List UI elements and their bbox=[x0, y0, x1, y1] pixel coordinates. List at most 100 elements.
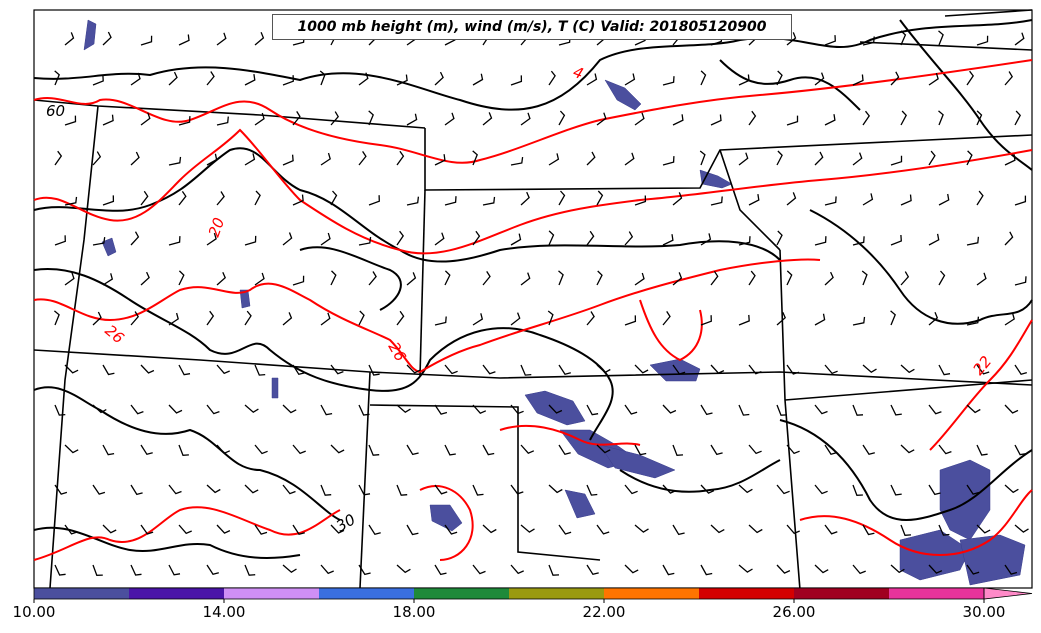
wind-barb bbox=[710, 196, 723, 206]
wind-barb bbox=[216, 271, 226, 286]
wind-barb bbox=[206, 232, 217, 246]
wind-barb bbox=[254, 112, 265, 126]
wind-barb bbox=[330, 190, 338, 206]
wind-barb bbox=[102, 524, 117, 534]
wind-barbs bbox=[53, 30, 1029, 576]
wind-barb bbox=[368, 195, 380, 206]
wind-barb bbox=[976, 524, 991, 534]
wind-barb bbox=[244, 153, 256, 166]
wind-barb bbox=[824, 364, 838, 375]
colorbar-segment bbox=[224, 588, 319, 599]
wind-barb bbox=[748, 194, 760, 206]
wind-barb bbox=[320, 564, 334, 575]
wind-barb bbox=[520, 112, 531, 126]
wind-barb bbox=[824, 196, 837, 206]
wind-barb bbox=[558, 190, 566, 206]
wind-barb bbox=[966, 70, 975, 86]
wind-barb bbox=[966, 236, 980, 246]
colorbar-tick-22: 22.00 bbox=[582, 603, 626, 621]
wind-barb bbox=[510, 157, 524, 166]
wind-barb bbox=[320, 404, 333, 416]
wind-barb bbox=[824, 114, 836, 126]
wind-barb bbox=[320, 484, 332, 496]
wind-barb bbox=[510, 312, 521, 326]
wind-barb bbox=[596, 524, 610, 535]
wind-barb bbox=[292, 364, 305, 376]
wind-barb bbox=[976, 364, 990, 375]
wind-barb bbox=[292, 111, 301, 126]
wind-barb bbox=[662, 234, 674, 246]
wind-barb bbox=[244, 564, 256, 576]
wind-barb bbox=[168, 156, 182, 166]
wind-barb bbox=[672, 524, 685, 536]
wind-barb bbox=[862, 110, 871, 126]
wind-barb bbox=[92, 564, 103, 576]
wind-barb bbox=[472, 484, 484, 496]
wind-barb bbox=[672, 114, 684, 126]
wind-barb bbox=[634, 272, 645, 286]
wind-barb bbox=[319, 70, 326, 86]
wind-barb bbox=[244, 484, 259, 494]
wind-barb bbox=[624, 404, 638, 415]
wind-barb bbox=[1004, 484, 1019, 494]
wind-barb bbox=[320, 152, 331, 166]
wind-barb bbox=[520, 364, 532, 376]
wind-barb bbox=[244, 74, 256, 86]
wind-barb bbox=[1014, 524, 1029, 533]
wind-barb bbox=[396, 564, 411, 574]
wind-barb bbox=[254, 444, 268, 455]
wind-barb bbox=[966, 484, 980, 495]
wind-barb bbox=[700, 233, 712, 246]
wind-barb bbox=[1014, 195, 1027, 206]
wind-barb bbox=[824, 35, 836, 46]
wind-barb bbox=[900, 110, 907, 126]
wind-barb bbox=[814, 151, 824, 166]
wind-barb bbox=[216, 364, 230, 375]
wind-barb bbox=[976, 190, 984, 206]
wind-barb bbox=[510, 404, 524, 415]
wind-barb bbox=[254, 524, 268, 535]
wind-barb bbox=[396, 484, 408, 496]
temperature-contours bbox=[33, 59, 1033, 561]
wind-barb bbox=[1014, 444, 1027, 456]
wind-barb bbox=[368, 364, 380, 376]
wind-barb bbox=[748, 110, 757, 126]
wind-barb bbox=[358, 484, 371, 496]
wind-barb bbox=[358, 151, 367, 166]
wind-barb bbox=[282, 564, 297, 574]
wind-barb bbox=[634, 195, 647, 206]
colorbar-segment bbox=[889, 588, 984, 599]
wind-barb bbox=[890, 310, 896, 326]
wind-barb bbox=[1004, 71, 1013, 86]
wind-barb bbox=[776, 564, 791, 574]
wind-barb bbox=[900, 364, 915, 374]
wind-barb bbox=[140, 190, 149, 206]
wind-barb bbox=[738, 564, 753, 573]
wind-barb bbox=[862, 364, 877, 373]
wind-barb bbox=[890, 484, 902, 496]
wind-barb bbox=[206, 484, 221, 494]
wind-barb bbox=[548, 70, 556, 86]
wind-barb bbox=[938, 110, 944, 126]
wind-barb bbox=[1004, 404, 1019, 414]
wind-barb bbox=[852, 564, 866, 575]
wind-barb bbox=[596, 364, 611, 374]
wind-barb bbox=[178, 364, 191, 376]
wind-barb bbox=[634, 364, 649, 374]
wind-barb bbox=[634, 112, 645, 126]
wind-barb bbox=[434, 71, 444, 86]
wind-barb bbox=[862, 524, 875, 536]
wind-barb bbox=[624, 315, 637, 326]
wind-barb bbox=[64, 444, 79, 454]
wind-barb bbox=[938, 444, 952, 455]
wind-barb bbox=[1014, 110, 1021, 126]
wind-barb bbox=[862, 444, 875, 455]
colorbar-tick-10: 10.00 bbox=[12, 603, 56, 621]
wind-barb bbox=[206, 71, 215, 86]
wind-barb bbox=[596, 190, 604, 206]
wind-barb bbox=[396, 310, 405, 326]
wind-barb bbox=[548, 153, 560, 166]
wind-barb bbox=[1004, 154, 1016, 166]
colorbar-segment bbox=[414, 588, 509, 599]
colorbar-segment bbox=[699, 588, 794, 599]
